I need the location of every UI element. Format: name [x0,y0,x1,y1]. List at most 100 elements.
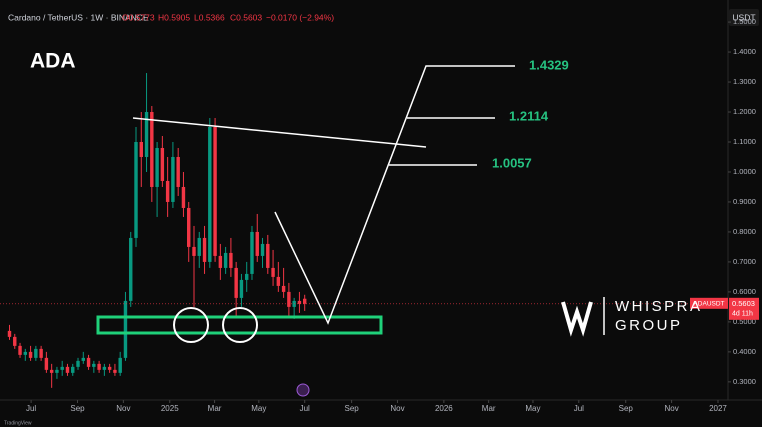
candle-body [150,112,154,187]
candle-body [160,147,165,181]
projection-path [274,65,515,325]
candle-body [92,363,96,367]
unit-box [729,9,759,26]
candle-body [223,252,228,268]
x-tick-label: Nov [664,404,678,413]
candle-body [71,366,75,373]
candle-body [49,369,54,373]
candle-body [28,351,33,358]
candle-body [134,141,138,238]
x-tick-label: Jul [26,404,36,413]
y-tick-label: 0.8000 [733,227,756,236]
x-tick-label: 2025 [161,404,179,413]
target-label: 1.4329 [529,57,569,72]
candle-body [76,360,80,367]
x-tick-label: Sep [70,404,85,413]
candle-body [123,300,128,358]
axis-unit: USDT [732,12,755,22]
y-tick-label: 1.4000 [733,47,756,56]
x-tick-label: 2027 [709,404,727,413]
candle-body [176,156,180,187]
candle-body [281,285,286,292]
y-tick-label: 1.2000 [733,107,756,116]
candle-body [165,180,170,202]
candle-body [266,243,270,268]
trend-line [132,117,427,148]
candle-body [213,127,217,256]
target-label: 1.0057 [492,155,532,170]
candle-body [192,246,196,256]
asset-title: ADA [30,50,76,73]
y-tick-label: 0.4000 [733,347,756,356]
quote-change: −0.0170 (−2.94%) [266,12,334,22]
candle-body [244,273,249,280]
candle-body [197,237,201,256]
candle-body [255,231,259,256]
y-tick-label: 0.9000 [733,197,756,206]
candle-body [86,357,91,367]
candle-body [302,298,307,304]
candle-body [44,357,49,370]
candle-body [97,363,101,370]
support-circle [222,307,258,343]
y-tick-label: 0.5000 [733,317,756,326]
candle-body [65,366,70,373]
candle-body [155,147,159,187]
x-tick-label: Sep [619,404,634,413]
candle-body [297,300,302,304]
candle-body [18,345,22,355]
candle-body [34,348,38,358]
x-tick-label: Mar [208,404,222,413]
candle-body [7,330,12,337]
candle-body [139,141,143,157]
candle-body [60,366,64,370]
quote-low: L0.5366 [194,12,225,22]
candle-body [129,237,133,301]
candle-body [102,366,107,370]
watermark-text: GROUP [615,317,683,334]
x-tick-label: Nov [390,404,404,413]
x-tick-label: Jul [300,404,310,413]
candle-body [229,252,233,268]
x-tick-label: May [525,404,540,413]
candle-body [171,156,175,202]
candle-body [55,369,59,373]
watermark-text: WHISPRA [615,298,703,315]
watermark-logo [561,301,593,337]
x-tick-label: May [251,404,266,413]
target-label: 1.2114 [509,108,549,123]
candle-body [113,369,117,373]
candle-body [239,279,244,298]
candle-body [187,207,191,247]
y-tick-label: 1.0000 [733,167,756,176]
countdown: 4d 11h [732,311,753,318]
candle-body [276,276,281,286]
y-tick-label: 0.3000 [733,377,756,386]
candle-body [107,366,112,370]
y-tick-label: 0.6000 [733,287,756,296]
candle-body [271,267,275,277]
symbol: Cardano / TetherUS · 1W · BINANCE [8,12,149,22]
candle-body [39,348,43,358]
x-tick-label: Nov [116,404,130,413]
quote-open: O0.5773 [122,12,155,22]
y-tick-label: 1.5000 [733,17,756,26]
quote-high: H0.5905 [158,12,190,22]
y-tick-label: 1.1000 [733,137,756,146]
last-price-tag [690,297,728,309]
candle-body [81,357,86,361]
last-price-symbol: ADAUSDT [693,301,724,308]
footer: TradingView [4,420,32,426]
x-tick-label: 2026 [435,404,453,413]
support-circle [173,307,209,343]
event-icon[interactable] [296,383,310,397]
candle-body [234,267,238,298]
last-price-box [729,297,759,320]
candle-body [287,291,291,307]
quote-close: C0.5603 [230,12,262,22]
last-price-label: 0.5603 [732,299,755,308]
x-tick-label: Jul [574,404,584,413]
support-zone [96,315,383,335]
